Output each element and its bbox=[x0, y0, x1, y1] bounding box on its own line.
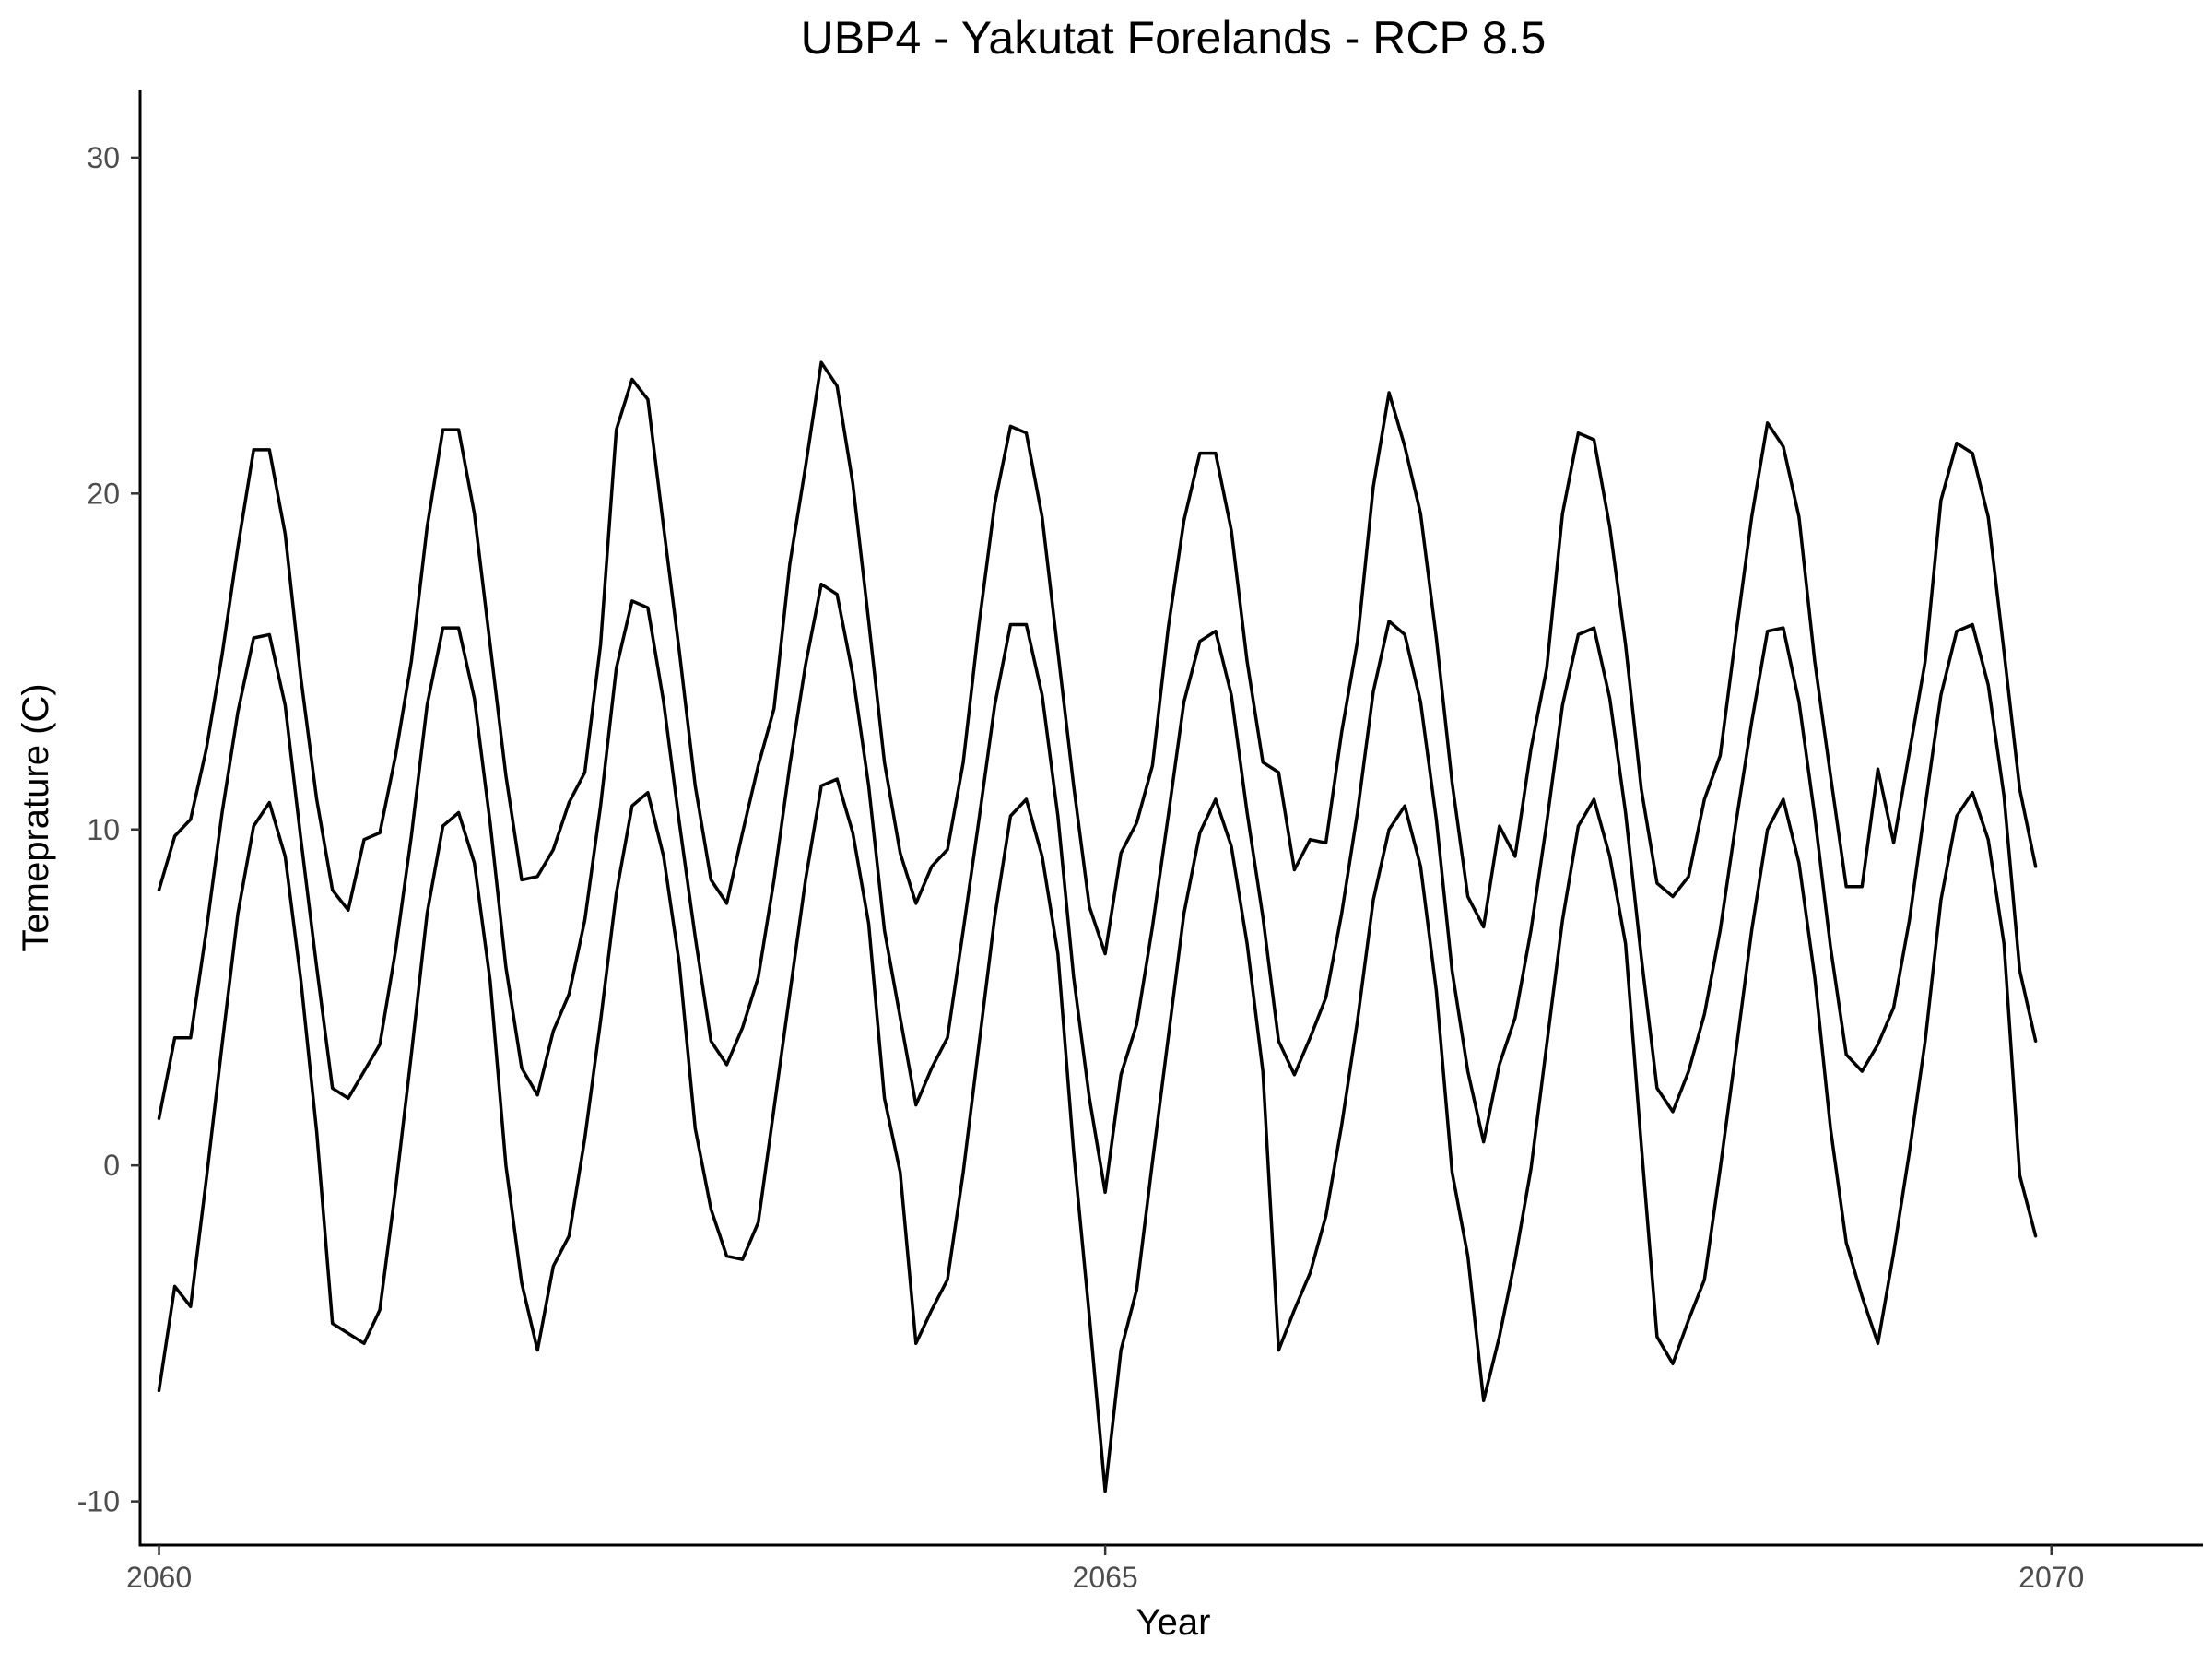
y-tick-label: -10 bbox=[77, 1485, 120, 1518]
x-axis-ticks: 2060 2065 2070 bbox=[126, 1545, 2084, 1594]
chart-title: UBP4 - Yakutat Forelands - RCP 8.5 bbox=[801, 12, 1547, 64]
series-line-3 bbox=[157, 777, 2038, 1493]
y-axis-title: Temeprature (C) bbox=[16, 683, 56, 951]
x-tick-label: 2060 bbox=[126, 1561, 192, 1594]
x-tick-label: 2070 bbox=[2018, 1561, 2084, 1594]
y-axis-ticks: -10 0 10 20 30 bbox=[77, 141, 140, 1518]
y-tick-label: 0 bbox=[103, 1149, 120, 1182]
series-line-2 bbox=[157, 582, 2038, 1195]
series-layer bbox=[157, 360, 2038, 1493]
y-tick-label: 30 bbox=[87, 141, 120, 174]
series-line-1 bbox=[157, 360, 2038, 956]
y-tick-label: 20 bbox=[87, 477, 120, 510]
y-tick-label: 10 bbox=[87, 813, 120, 846]
x-axis-title: Year bbox=[1136, 1602, 1211, 1643]
x-tick-label: 2065 bbox=[1073, 1561, 1138, 1594]
